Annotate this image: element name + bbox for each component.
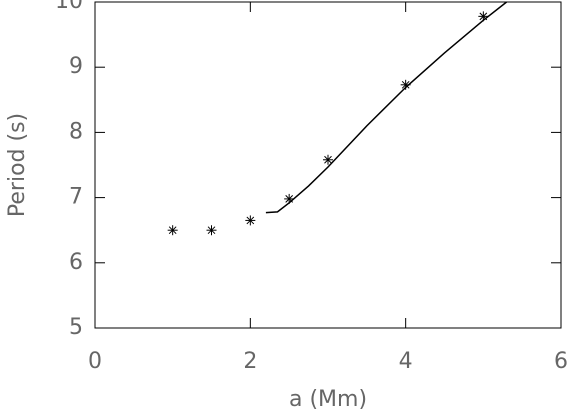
point-stroke: [285, 195, 294, 203]
point-stroke: [168, 226, 177, 235]
x-tick-label: 2: [243, 349, 257, 374]
x-tick-label: 6: [554, 349, 568, 374]
point-stroke: [246, 216, 255, 225]
y-tick-label: 6: [69, 250, 83, 275]
point: [206, 225, 217, 236]
y-tick-label: 5: [69, 315, 83, 340]
point-stroke: [401, 80, 410, 89]
y-tick-label: 10: [55, 0, 83, 14]
y-tick-label: 8: [69, 119, 83, 144]
plot-frame: [94, 1, 562, 329]
curve: [265, 1, 508, 214]
point-stroke: [207, 226, 216, 235]
point: [245, 215, 256, 226]
x-tick-label: 4: [399, 349, 413, 374]
point-stroke: [324, 155, 332, 164]
y-tick-label: 9: [69, 54, 83, 79]
x-axis-label: a (Mm): [289, 387, 367, 412]
y-tick-label: 7: [69, 185, 83, 210]
y-axis-label: Period (s): [5, 113, 30, 217]
point: [167, 225, 178, 236]
point-stroke: [479, 12, 488, 21]
x-tick-label: 0: [88, 349, 102, 374]
point: [323, 154, 333, 165]
